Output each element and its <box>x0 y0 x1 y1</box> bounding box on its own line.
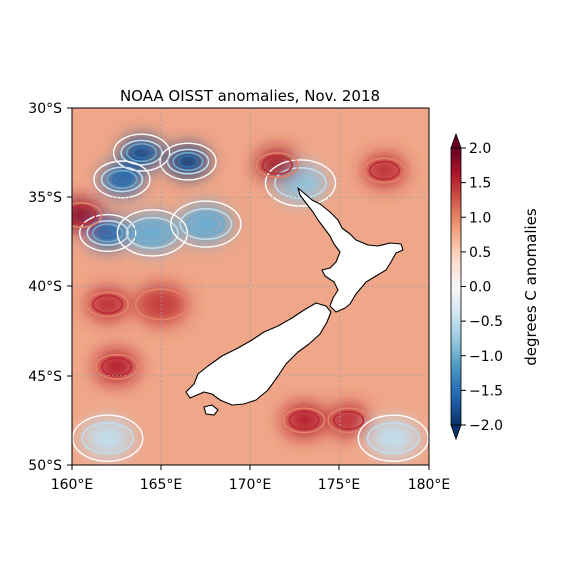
anomaly-feature <box>95 350 138 383</box>
y-tick-label: 35°S <box>28 190 62 206</box>
map-title: NOAA OISST anomalies, Nov. 2018 <box>120 87 380 105</box>
anomaly-feature <box>101 163 143 196</box>
contour-line <box>170 200 242 248</box>
contour-line <box>112 133 171 172</box>
contour-line <box>126 143 158 163</box>
colorbar-tick-label: 0.5 <box>469 245 491 261</box>
contour-line <box>133 221 172 245</box>
colorbar-tick-label: 0.0 <box>469 280 491 296</box>
contour-line <box>255 152 299 179</box>
contour-line <box>368 160 400 181</box>
contour-line <box>116 209 189 257</box>
contour-line <box>120 139 163 166</box>
contour-line <box>72 202 103 229</box>
contour-lines <box>72 133 429 462</box>
contour-line <box>357 414 429 462</box>
contour-line <box>100 166 144 193</box>
anomaly-feature <box>167 145 209 178</box>
south-island <box>185 302 332 406</box>
colorbar: 2.0 1.5 1.0 0.5 0.0 −0.5 −1.0 −1.5 −2.0 degrees … <box>450 132 540 441</box>
contour-line <box>274 166 327 199</box>
north-island <box>297 187 404 313</box>
contour-line <box>106 169 138 189</box>
contour-line <box>179 208 233 241</box>
contour-line <box>112 173 132 186</box>
contour-line <box>288 410 320 430</box>
gridlines <box>72 108 429 465</box>
y-axis: 30°S 35°S 40°S 45°S 50°S <box>28 101 72 474</box>
map-area <box>71 107 430 466</box>
colorbar-label: degrees C anomalies <box>522 208 540 366</box>
colorbar-tick-label: 1.0 <box>469 210 491 226</box>
anomaly-feature <box>363 154 406 187</box>
contour-line <box>81 422 135 455</box>
contour-line <box>282 407 326 434</box>
anomaly-feature <box>86 288 129 321</box>
contour-line <box>172 151 204 172</box>
contour-line <box>86 219 130 246</box>
colorbar-ticks: 2.0 1.5 1.0 0.5 0.0 −0.5 −1.0 −1.5 −2.0 <box>461 141 503 434</box>
colorbar-extend-top <box>450 132 462 149</box>
y-tick-label: 50°S <box>28 458 62 474</box>
contour-line <box>159 142 217 181</box>
colorbar-tick-label: 2.0 <box>469 141 491 157</box>
x-tick-label: 170°E <box>229 477 272 493</box>
contour-line <box>125 216 179 249</box>
x-tick-label: 160°E <box>51 477 94 493</box>
anomaly-feature <box>120 136 163 169</box>
contour-line <box>92 294 124 314</box>
colorbar-body <box>450 147 462 426</box>
contour-line <box>261 155 293 175</box>
y-tick-label: 30°S <box>28 101 62 117</box>
x-tick-label: 180°E <box>408 477 451 493</box>
contour-line <box>363 157 406 184</box>
contour-line <box>93 160 151 199</box>
anomaly-feature <box>126 212 179 253</box>
x-tick-label: 165°E <box>140 477 183 493</box>
contour-line <box>72 205 97 225</box>
anomaly-feature <box>327 404 370 437</box>
colorbar-tick-label: −1.5 <box>469 383 503 399</box>
anomaly-feature <box>283 404 325 437</box>
contour-line <box>72 414 144 462</box>
colorbar-tick-label: −1.0 <box>469 349 503 365</box>
contour-line <box>86 291 130 318</box>
contour-line <box>78 213 137 253</box>
colorbar-extend-bottom <box>450 424 462 441</box>
x-axis: 160°E 165°E 170°E 175°E 180°E <box>51 465 451 493</box>
contour-line <box>264 159 337 207</box>
contour-line <box>178 155 198 168</box>
anomaly-feature <box>81 418 134 459</box>
contour-line <box>186 212 226 236</box>
contour-line <box>333 410 365 430</box>
anomaly-feature <box>179 204 232 245</box>
colorbar-tick-label: −0.5 <box>469 314 503 330</box>
colorbar-tick-label: −2.0 <box>469 418 503 434</box>
anomaly-field <box>72 136 420 459</box>
x-tick-label: 175°E <box>318 477 361 493</box>
y-tick-label: 45°S <box>28 369 62 385</box>
contour-line <box>92 223 124 243</box>
contour-line <box>166 148 210 175</box>
colorbar-tick-label: 1.5 <box>469 176 491 192</box>
anomaly-feature <box>367 418 420 459</box>
contour-line <box>95 353 138 380</box>
contour-line <box>366 422 420 455</box>
stewart-island <box>203 404 219 416</box>
y-tick-label: 40°S <box>28 279 62 295</box>
contour-line <box>327 407 370 434</box>
contour-line <box>131 146 152 159</box>
